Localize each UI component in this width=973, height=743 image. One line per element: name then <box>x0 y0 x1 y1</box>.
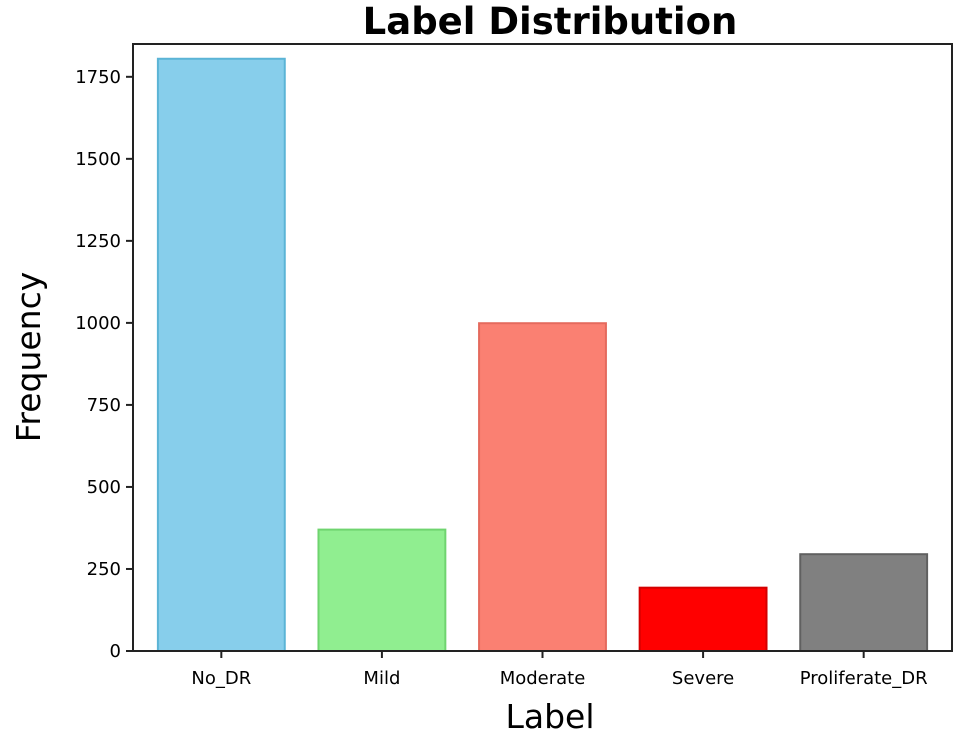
bar-moderate <box>478 322 607 652</box>
y-tick-label: 250 <box>87 559 121 580</box>
y-tick-label: 750 <box>87 395 121 416</box>
x-tick-label: Proliferate_DR <box>800 668 928 689</box>
y-tick-label: 500 <box>87 477 121 498</box>
bars-group <box>156 57 929 653</box>
x-tick-label: No_DR <box>191 668 251 689</box>
y-tick-label: 1000 <box>75 313 121 334</box>
x-tick-label: Severe <box>672 668 734 689</box>
y-tick-label: 1500 <box>75 149 121 170</box>
bar-no-dr <box>156 57 286 652</box>
x-axis-ticks: No_DR Mild Moderate Severe Proliferate_DR <box>191 651 928 689</box>
y-tick-label: 0 <box>110 641 121 662</box>
plot-frame <box>132 43 953 652</box>
y-tick-label: 1750 <box>75 67 121 88</box>
y-axis-ticks: 0 250 500 750 1000 1250 1500 1750 <box>75 67 133 662</box>
bar-mild <box>317 528 447 652</box>
y-tick-label: 1250 <box>75 231 121 252</box>
bar-proliferate-dr <box>799 553 929 653</box>
bar-severe <box>638 586 768 652</box>
y-axis-label: Frequency <box>9 272 48 442</box>
x-tick-label: Mild <box>363 668 400 689</box>
x-tick-label: Moderate <box>500 668 586 689</box>
x-axis-label: Label <box>505 697 594 736</box>
chart-title: Label Distribution <box>363 0 738 43</box>
